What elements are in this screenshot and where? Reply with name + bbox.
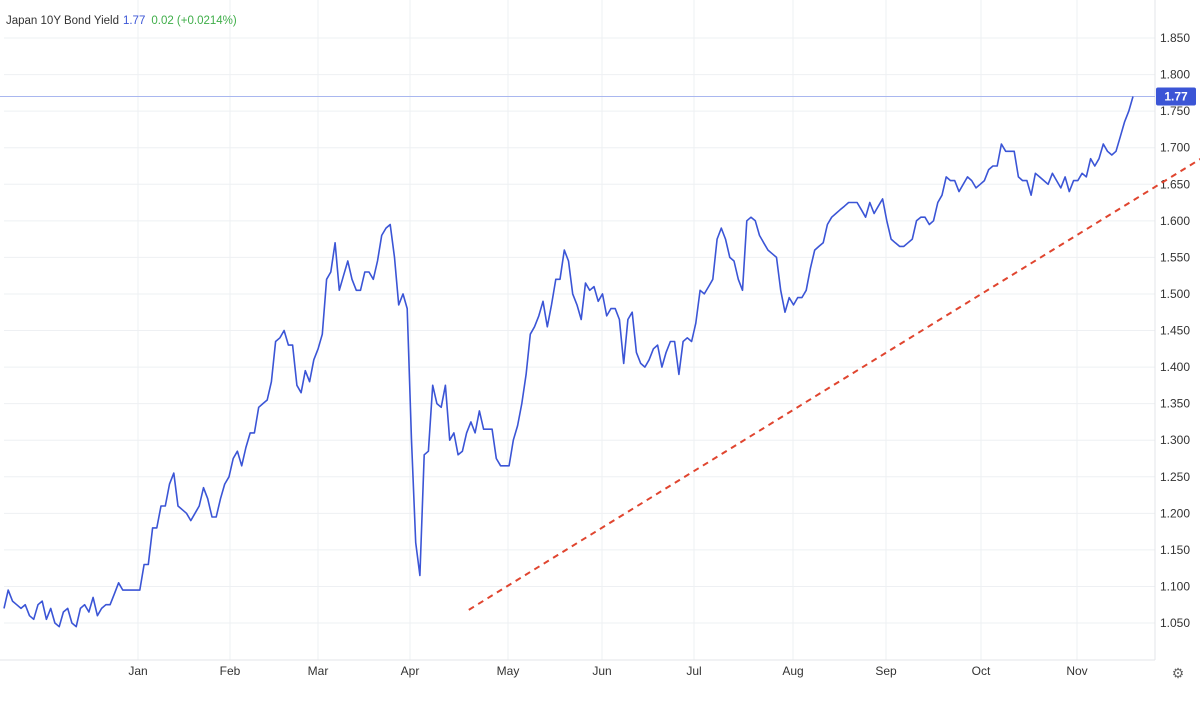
- y-tick-label: 1.700: [1160, 141, 1190, 155]
- y-tick-label: 1.600: [1160, 214, 1190, 228]
- y-tick-label: 1.750: [1160, 104, 1190, 118]
- x-tick-label: Jul: [686, 664, 701, 678]
- legend-value: 1.77: [122, 15, 146, 27]
- chart-legend: Japan 10Y Bond Yield 1.77 0.02 (+0.0214%): [6, 15, 237, 27]
- last-value-label: 1.77: [1164, 90, 1188, 104]
- y-tick-label: 1.500: [1160, 287, 1190, 301]
- gear-icon[interactable]: ⚙: [1171, 665, 1185, 681]
- y-tick-label: 1.100: [1160, 579, 1190, 593]
- x-tick-label: Jun: [592, 664, 611, 678]
- x-tick-label: Nov: [1066, 664, 1087, 678]
- y-tick-label: 1.150: [1160, 543, 1190, 557]
- y-tick-label: 1.250: [1160, 470, 1190, 484]
- x-tick-label: Feb: [220, 664, 241, 678]
- x-tick-label: Mar: [308, 664, 329, 678]
- x-tick-label: Oct: [972, 664, 991, 678]
- y-tick-label: 1.550: [1160, 250, 1190, 264]
- trendline: [468, 158, 1200, 611]
- x-tick-label: May: [497, 664, 520, 678]
- y-tick-label: 1.350: [1160, 397, 1190, 411]
- series-line: [3, 96, 1134, 628]
- x-tick-label: Jan: [128, 664, 147, 678]
- y-tick-label: 1.400: [1160, 360, 1190, 374]
- y-tick-label: 1.300: [1160, 433, 1190, 447]
- x-tick-label: Apr: [401, 664, 420, 678]
- legend-title: Japan 10Y Bond Yield: [6, 15, 119, 27]
- y-tick-label: 1.450: [1160, 324, 1190, 338]
- legend-change: 0.02 (+0.0214%): [151, 15, 237, 27]
- x-tick-label: Sep: [875, 664, 897, 678]
- y-tick-label: 1.200: [1160, 506, 1190, 520]
- x-tick-label: Aug: [782, 664, 803, 678]
- y-tick-label: 1.050: [1160, 616, 1190, 630]
- y-tick-label: 1.650: [1160, 177, 1190, 191]
- y-tick-label: 1.850: [1160, 31, 1190, 45]
- last-value-badge: [1156, 87, 1196, 106]
- y-tick-label: 1.800: [1160, 68, 1190, 82]
